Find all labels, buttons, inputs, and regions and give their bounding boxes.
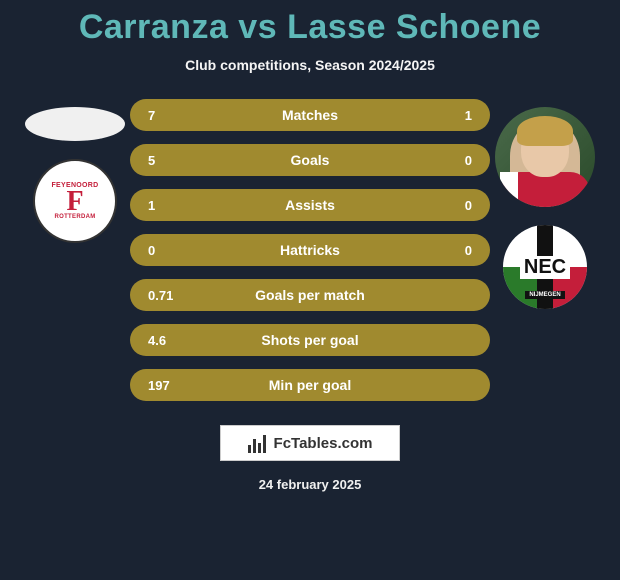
player-left-avatar-placeholder bbox=[25, 107, 125, 141]
nec-text: NEC bbox=[520, 256, 570, 279]
stat-row: 0.71Goals per match bbox=[130, 279, 490, 311]
stat-label: Assists bbox=[208, 197, 412, 213]
footer-date: 24 february 2025 bbox=[259, 477, 362, 492]
stat-left-value: 197 bbox=[148, 378, 208, 393]
page-title: Carranza vs Lasse Schoene bbox=[79, 8, 541, 47]
brand-logo[interactable]: FcTables.com bbox=[220, 425, 400, 461]
stat-left-value: 1 bbox=[148, 198, 208, 213]
stat-row: 5Goals0 bbox=[130, 144, 490, 176]
stat-label: Goals per match bbox=[208, 287, 412, 303]
stat-left-value: 7 bbox=[148, 108, 208, 123]
main-area: FEYENOORD F ROTTERDAM 7Matches15Goals01A… bbox=[0, 99, 620, 401]
stat-right-value: 1 bbox=[412, 108, 472, 123]
stat-row: 197Min per goal bbox=[130, 369, 490, 401]
stat-row: 0Hattricks0 bbox=[130, 234, 490, 266]
stat-row: 1Assists0 bbox=[130, 189, 490, 221]
stat-right-value: 0 bbox=[412, 153, 472, 168]
feyenoord-letter: F bbox=[66, 189, 83, 214]
stat-row: 7Matches1 bbox=[130, 99, 490, 131]
left-player-column: FEYENOORD F ROTTERDAM bbox=[20, 99, 130, 243]
nec-subtext: NIJMEGEN bbox=[525, 291, 564, 299]
feyenoord-bottom-text: ROTTERDAM bbox=[54, 214, 95, 220]
brand-chart-icon bbox=[248, 433, 268, 453]
stat-label: Hattricks bbox=[208, 242, 412, 258]
comparison-card: Carranza vs Lasse Schoene Club competiti… bbox=[0, 0, 620, 580]
player-right-avatar bbox=[495, 107, 595, 207]
stat-right-value: 0 bbox=[412, 198, 472, 213]
stat-label: Min per goal bbox=[208, 377, 412, 393]
page-subtitle: Club competitions, Season 2024/2025 bbox=[185, 57, 435, 73]
stat-label: Shots per goal bbox=[208, 332, 412, 348]
stat-left-value: 4.6 bbox=[148, 333, 208, 348]
stat-label: Goals bbox=[208, 152, 412, 168]
stat-left-value: 0 bbox=[148, 243, 208, 258]
feyenoord-badge: FEYENOORD F ROTTERDAM bbox=[33, 159, 117, 243]
stat-left-value: 0.71 bbox=[148, 288, 208, 303]
right-player-column: NEC NIJMEGEN bbox=[490, 99, 600, 309]
stat-right-value: 0 bbox=[412, 243, 472, 258]
brand-text: FcTables.com bbox=[274, 435, 373, 452]
stats-column: 7Matches15Goals01Assists00Hattricks00.71… bbox=[130, 99, 490, 401]
stat-row: 4.6Shots per goal bbox=[130, 324, 490, 356]
nec-badge: NEC NIJMEGEN bbox=[503, 225, 587, 309]
stat-left-value: 5 bbox=[148, 153, 208, 168]
stat-label: Matches bbox=[208, 107, 412, 123]
